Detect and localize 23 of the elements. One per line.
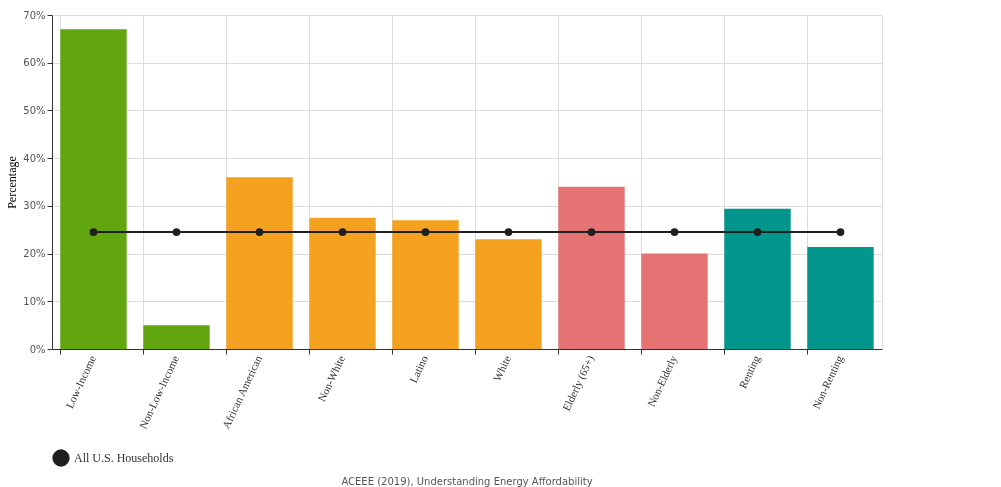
bar xyxy=(558,186,625,349)
x-tick-label: Latino xyxy=(407,353,431,385)
bar xyxy=(475,239,542,349)
legend-label: All U.S. Households xyxy=(74,451,174,465)
bar xyxy=(641,253,708,349)
y-tick-label: 30% xyxy=(23,200,46,212)
bar xyxy=(807,246,874,349)
x-tick-label: White xyxy=(490,353,514,383)
bar xyxy=(143,325,210,349)
y-tick-label: 60% xyxy=(23,57,46,69)
bar xyxy=(724,208,791,349)
y-tick-label: 40% xyxy=(23,152,46,164)
y-tick-label: 10% xyxy=(23,295,46,307)
bar xyxy=(392,220,459,349)
bar xyxy=(226,177,293,349)
y-tick-label: 20% xyxy=(23,248,46,260)
text: ACEEE (2019), Understanding Energy Affordability xyxy=(341,476,593,487)
bar xyxy=(309,217,376,349)
y-tick-label: 70% xyxy=(23,9,46,21)
y-axis-title: Percentage xyxy=(5,156,20,209)
bar xyxy=(60,29,127,349)
y-tick-label: 0% xyxy=(29,343,46,355)
y-tick-label: 50% xyxy=(23,104,46,116)
